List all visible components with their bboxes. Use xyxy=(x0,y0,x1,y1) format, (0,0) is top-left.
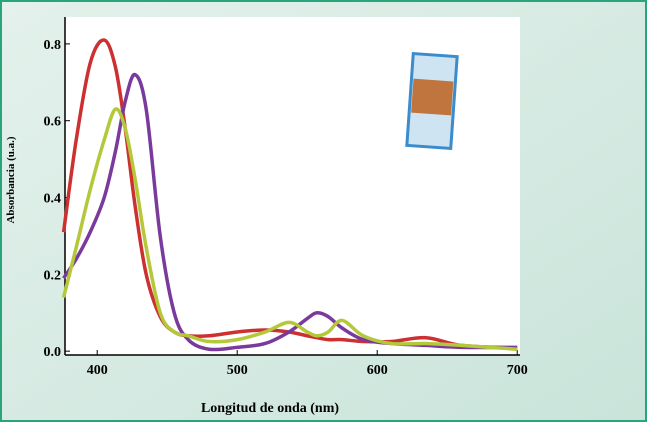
y-axis-label: Absorbancia (u.a.) xyxy=(5,136,17,223)
y-tick-label: 0.8 xyxy=(44,38,62,53)
spectrum-line xyxy=(61,107,518,351)
y-tick-label: 0.6 xyxy=(44,115,62,130)
y-tick-label: 0.4 xyxy=(44,192,62,207)
x-tick-label: 500 xyxy=(227,363,248,378)
x-axis-label: Longitud de onda (nm) xyxy=(201,401,339,416)
cuvette-image xyxy=(405,51,459,151)
x-tick-label: 700 xyxy=(507,363,528,378)
x-tick-label: 400 xyxy=(87,363,108,378)
spectrum-line xyxy=(61,38,518,350)
x-tick-label: 600 xyxy=(367,363,388,378)
y-tick-label: 0.0 xyxy=(44,345,62,360)
spectrum-line xyxy=(62,72,518,352)
y-tick-label: 0.2 xyxy=(44,268,62,283)
